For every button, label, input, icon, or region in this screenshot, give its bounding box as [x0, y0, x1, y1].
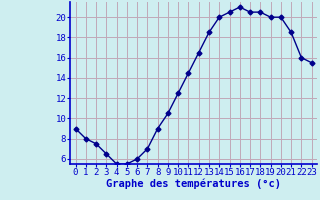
X-axis label: Graphe des températures (°c): Graphe des températures (°c) [106, 179, 281, 189]
